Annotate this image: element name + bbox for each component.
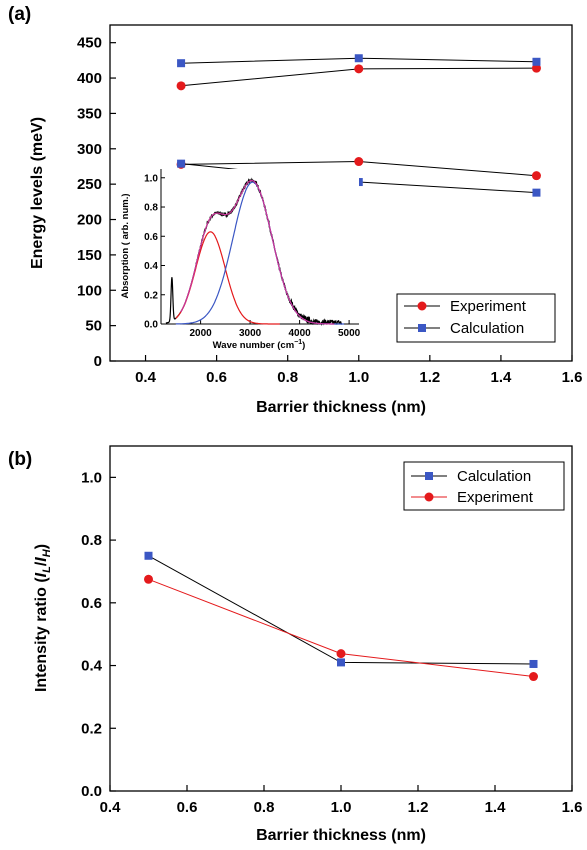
legend-b-experiment-label: Experiment	[457, 489, 534, 506]
panel-a-y-tick-label: 200	[77, 212, 102, 229]
inset-curves	[165, 177, 345, 327]
panel-a-x-tick-label: 1.4	[490, 369, 512, 386]
b-ylabel-p2: L	[41, 566, 53, 573]
panel-b-label: (b)	[8, 449, 32, 470]
panel-a-x-axis-title: Barrier thickness (nm)	[256, 399, 426, 416]
panel-a-y-tick-label: 400	[77, 70, 102, 87]
panel-b-x-axis-title: Barrier thickness (nm)	[256, 827, 426, 844]
inset-fit-sum	[180, 179, 335, 325]
inset-y-tick-label: 0.2	[144, 290, 158, 301]
panel-b-y-tick-label: 0.6	[81, 595, 102, 612]
panel-b-y-tick-label: 0.0	[81, 783, 102, 800]
b-ylabel-p0: Intensity ratio (	[33, 577, 50, 692]
inset-x-title-main: Wave number (cm	[213, 340, 294, 351]
panel-a-calculation-point	[177, 59, 186, 68]
panel-b-experiment-point	[144, 574, 153, 584]
panel-a-calculation-point	[354, 54, 363, 63]
panel-b-legend-box	[403, 461, 565, 511]
panel-b: (b) 0.4 0.6 0.8 1.0 1.2 1.4 1.6 0.0 0.2 0.4 0.6 0.8…	[8, 445, 582, 844]
panel-b-x-tick-label: 0.6	[177, 799, 198, 816]
inset-y-tick-label: 0.4	[144, 261, 158, 272]
b-ylabel-p4: I	[33, 557, 50, 562]
panel-b-series-line	[148, 555, 534, 665]
panel-b-y-axis-title: Intensity ratio (IL/IH)	[33, 544, 53, 692]
inset-ticks: 2000 3000 4000 5000 0.0 0.2 0.4 0.6 0.8 1.0	[144, 173, 361, 339]
inset-background	[161, 169, 359, 324]
inset-y-tick-label: 0.6	[144, 232, 158, 243]
panel-a-calculation-point	[532, 188, 541, 197]
b-ylabel-p6: )	[33, 544, 50, 549]
panel-b-y-tick-label: 0.2	[81, 720, 102, 737]
panel-a-y-axis-title: Energy levels (meV)	[29, 117, 46, 269]
panel-b-legend: Calculation Experiment	[403, 461, 565, 511]
panel-a-y-tick-label: 350	[77, 105, 102, 122]
legend-a-calculation-marker	[418, 324, 426, 332]
panel-b-x-tick-label: 0.4	[100, 799, 122, 816]
panel-a-experiment-point	[354, 157, 364, 167]
panel-b-calculation-point	[144, 551, 153, 560]
panel-a: (a) 0.4 0.6 0.8 1.0 1.2 1.4 1.6 0 50 100 150 200 250…	[8, 4, 582, 416]
inset-absorption-spectrum: 2000 3000 4000 5000 0.0 0.2 0.4 0.6 0.8 1.0 Wave …	[120, 169, 361, 351]
inset-y-tick-label: 0.8	[144, 203, 158, 214]
panel-a-legend: Experiment Calculation	[396, 293, 556, 343]
legend-a-experiment-label: Experiment	[450, 298, 527, 315]
panel-b-calculation-point	[529, 659, 538, 668]
panel-a-experiment-point	[354, 64, 364, 74]
panel-a-experiment-point	[176, 81, 186, 91]
panel-b-y-tick-label: 0.8	[81, 532, 102, 549]
b-ylabel-p5: H	[41, 548, 53, 557]
panel-a-y-tick-label: 150	[77, 247, 102, 264]
panel-b-experiment-point	[336, 649, 346, 659]
panel-b-x-tick-label: 1.4	[485, 799, 507, 816]
legend-b-calculation-label: Calculation	[457, 468, 531, 485]
panel-a-y-tick-label: 100	[77, 282, 102, 299]
inset-x-tick-label: 5000	[338, 328, 361, 339]
panel-a-x-tick-label: 0.8	[277, 369, 298, 386]
panel-a-y-tick-label: 50	[85, 318, 102, 335]
inset-x-tick-label: 4000	[288, 328, 311, 339]
b-ylabel-p3: /	[33, 561, 50, 566]
panel-b-experiment-point	[529, 672, 538, 682]
panel-a-y-tick-label: 0	[94, 353, 102, 370]
panel-a-x-tick-label: 1.2	[419, 369, 440, 386]
legend-a-calculation-label: Calculation	[450, 320, 524, 337]
legend-a-experiment-marker	[417, 301, 427, 311]
inset-x-axis-title: Wave number (cm−1)	[213, 339, 306, 351]
panel-a-x-tick-label: 0.4	[135, 369, 157, 386]
panel-a-x-tick-label: 1.0	[348, 369, 369, 386]
panel-a-ticks: 0.4 0.6 0.8 1.0 1.2 1.4 1.6 0 50 100 150 200 250 300 3…	[77, 35, 582, 386]
panel-b-y-tick-label: 0.4	[81, 658, 103, 675]
panel-b-calculation-point	[337, 658, 345, 667]
panel-b-x-tick-label: 1.0	[331, 799, 352, 816]
inset-y-axis-title: Absorption ( arb. num.)	[120, 193, 131, 298]
panel-b-ticks: 0.4 0.6 0.8 1.0 1.2 1.4 1.6 0.0 0.2 0.4 0.6 0.8 1.0	[81, 469, 582, 816]
panel-a-calculation-point	[532, 57, 541, 66]
panel-b-series	[144, 551, 538, 682]
panel-b-x-tick-label: 1.6	[562, 799, 583, 816]
panel-a-x-tick-label: 1.6	[562, 369, 583, 386]
panel-a-calculation-point	[177, 159, 186, 168]
b-ylabel-p1: I	[33, 572, 50, 577]
panel-a-experiment-point	[531, 63, 541, 73]
panel-a-label: (a)	[8, 4, 31, 25]
inset-x-tick-label: 3000	[239, 328, 262, 339]
panel-a-y-tick-label: 300	[77, 141, 102, 158]
legend-b-calculation-marker	[425, 472, 433, 480]
panel-a-y-tick-label: 450	[77, 35, 102, 52]
panel-a-plot-frame	[109, 24, 573, 362]
panel-b-x-tick-label: 0.8	[254, 799, 275, 816]
legend-b-experiment-marker	[424, 492, 434, 502]
inset-y-tick-label: 1.0	[144, 173, 158, 184]
panel-a-y-tick-label: 250	[77, 176, 102, 193]
panel-a-x-tick-label: 0.6	[206, 369, 227, 386]
panel-a-experiment-point	[531, 171, 541, 181]
inset-x-tick-label: 2000	[189, 328, 212, 339]
inset-x-title-end: )	[302, 340, 305, 351]
panel-b-x-tick-label: 1.2	[408, 799, 429, 816]
panel-b-y-tick-label: 1.0	[81, 469, 102, 486]
inset-x-title-sup: −1	[294, 339, 302, 346]
inset-y-tick-label: 0.0	[144, 320, 158, 331]
